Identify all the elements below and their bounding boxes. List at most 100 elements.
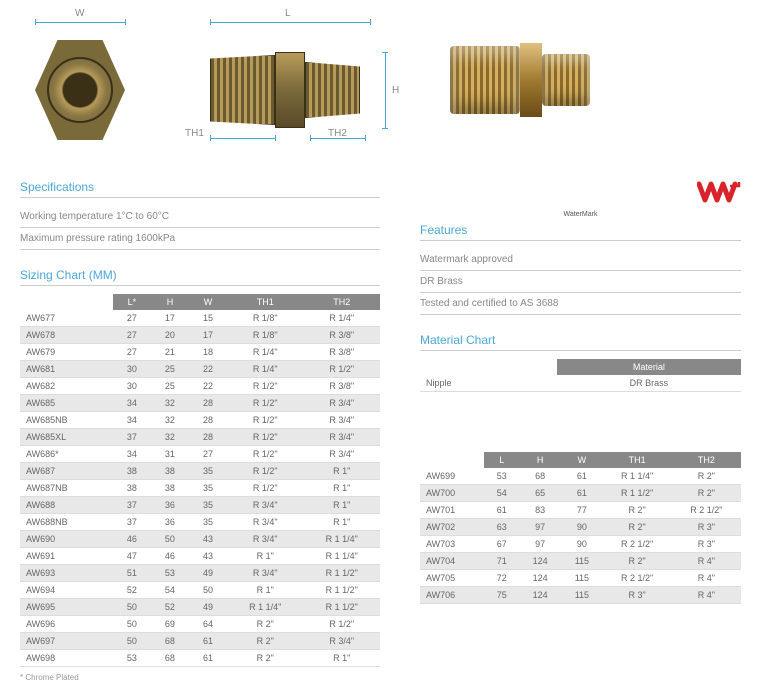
- sizing-chart-title: Sizing Chart (MM): [20, 268, 380, 286]
- table-header: [420, 452, 484, 468]
- table-cell: 34: [113, 446, 151, 463]
- table-cell: R 1": [304, 480, 381, 497]
- table-cell: 32: [151, 429, 189, 446]
- table-cell: R 4": [672, 587, 741, 604]
- table-row: AW687NB383835R 1/2"R 1": [20, 480, 380, 497]
- table-cell: 36: [151, 514, 189, 531]
- table-row: AW703679790R 2 1/2"R 3": [420, 536, 741, 553]
- table-cell: 38: [151, 480, 189, 497]
- table-row: AW693515349R 3/4"R 1 1/2": [20, 565, 380, 582]
- table-cell: AW696: [20, 616, 113, 633]
- table-cell: 67: [484, 536, 518, 553]
- table-cell: Nipple: [420, 375, 557, 392]
- table-row: AW679272118R 1/4"R 3/8": [20, 344, 380, 361]
- table-cell: 38: [113, 480, 151, 497]
- table-cell: 72: [484, 570, 518, 587]
- table-cell: R 1/8": [227, 327, 303, 344]
- table-header: [20, 294, 113, 310]
- sizing-footnote: * Chrome Plated: [20, 673, 380, 682]
- table-cell: R 1": [304, 650, 381, 667]
- table-row: AW688373635R 3/4"R 1": [20, 497, 380, 514]
- table-cell: AW698: [20, 650, 113, 667]
- table-cell: R 1/2": [227, 463, 303, 480]
- table-cell: 52: [151, 599, 189, 616]
- hex-bore: [47, 57, 113, 123]
- watermark-label: WaterMark: [420, 211, 741, 218]
- sizing-table-2: LHWTH1TH2 AW699536861R 1 1/4"R 2"AW70054…: [420, 452, 741, 604]
- table-cell: 54: [484, 485, 518, 502]
- table-cell: R 1/2": [227, 412, 303, 429]
- dim-label-h: H: [392, 85, 399, 96]
- table-cell: R 1/2": [227, 480, 303, 497]
- table-cell: R 2": [227, 633, 303, 650]
- table-cell: R 3/4": [304, 412, 381, 429]
- table-cell: R 1 1/2": [304, 565, 381, 582]
- table-row: AW698536861R 2"R 1": [20, 650, 380, 667]
- table-cell: R 1/4": [227, 344, 303, 361]
- table-cell: AW687NB: [20, 480, 113, 497]
- table-cell: 18: [189, 344, 227, 361]
- table-cell: R 1": [304, 514, 381, 531]
- table-cell: 35: [189, 497, 227, 514]
- table-header: TH1: [227, 294, 303, 310]
- table-cell: 31: [151, 446, 189, 463]
- feature-line: Tested and certified to AS 3688: [420, 293, 741, 315]
- table-cell: 21: [151, 344, 189, 361]
- hex-mid: [275, 52, 305, 128]
- table-cell: 34: [113, 395, 151, 412]
- table-cell: 22: [189, 378, 227, 395]
- table-cell: R 3/4": [304, 446, 381, 463]
- table-cell: 50: [113, 599, 151, 616]
- table-cell: 124: [519, 553, 561, 570]
- table-cell: 124: [519, 587, 561, 604]
- table-cell: 25: [151, 361, 189, 378]
- table-cell: R 1/4": [227, 361, 303, 378]
- table-row: AW695505249R 1 1/4"R 1 1/2": [20, 599, 380, 616]
- table-cell: R 3/8": [304, 378, 381, 395]
- table-cell: 115: [561, 570, 602, 587]
- table-cell: R 3/4": [227, 497, 303, 514]
- table-row: AW677271715R 1/8"R 1/4": [20, 310, 380, 327]
- table-cell: R 3/8": [304, 344, 381, 361]
- table-header: TH2: [672, 452, 741, 468]
- table-cell: AW700: [420, 485, 484, 502]
- material-table: PartMaterial NippleDR Brass: [420, 359, 741, 392]
- table-cell: AW685: [20, 395, 113, 412]
- table-cell: 46: [113, 531, 151, 548]
- table-cell: R 2": [603, 519, 672, 536]
- table-cell: R 2": [672, 468, 741, 485]
- sizing-table: L*HWTH1TH2 AW677271715R 1/8"R 1/4"AW6782…: [20, 294, 380, 667]
- table-cell: AW685NB: [20, 412, 113, 429]
- table-header: L*: [113, 294, 151, 310]
- dim-label-w: W: [75, 8, 84, 19]
- table-cell: R 1/2": [227, 429, 303, 446]
- table-cell: R 1 1/2": [304, 582, 381, 599]
- table-cell: 83: [519, 502, 561, 519]
- table-cell: AW699: [420, 468, 484, 485]
- table-cell: 35: [189, 480, 227, 497]
- table-header: TH2: [304, 294, 381, 310]
- table-cell: AW688NB: [20, 514, 113, 531]
- table-cell: 27: [113, 327, 151, 344]
- table-cell: R 3/4": [227, 514, 303, 531]
- table-row: AW700546561R 1 1/2"R 2": [420, 485, 741, 502]
- table-cell: R 1/2": [227, 446, 303, 463]
- table-row: AW702639790R 2"R 3": [420, 519, 741, 536]
- table-cell: R 3": [672, 519, 741, 536]
- table-cell: R 1": [304, 463, 381, 480]
- table-cell: 97: [519, 519, 561, 536]
- table-cell: R 2": [603, 553, 672, 570]
- table-cell: 61: [189, 650, 227, 667]
- table-cell: AW679: [20, 344, 113, 361]
- table-cell: 20: [151, 327, 189, 344]
- table-cell: 50: [113, 633, 151, 650]
- table-row: AW690465043R 3/4"R 1 1/4": [20, 531, 380, 548]
- diagram-side: L TH1 TH2 H: [180, 10, 400, 150]
- table-cell: R 1 1/4": [304, 548, 381, 565]
- table-row: AW691474643R 1"R 1 1/4": [20, 548, 380, 565]
- table-cell: AW706: [420, 587, 484, 604]
- watermark-logo: WaterMark: [420, 180, 741, 218]
- table-cell: 28: [189, 412, 227, 429]
- table-cell: R 1 1/2": [603, 485, 672, 502]
- thread-right: [305, 62, 360, 118]
